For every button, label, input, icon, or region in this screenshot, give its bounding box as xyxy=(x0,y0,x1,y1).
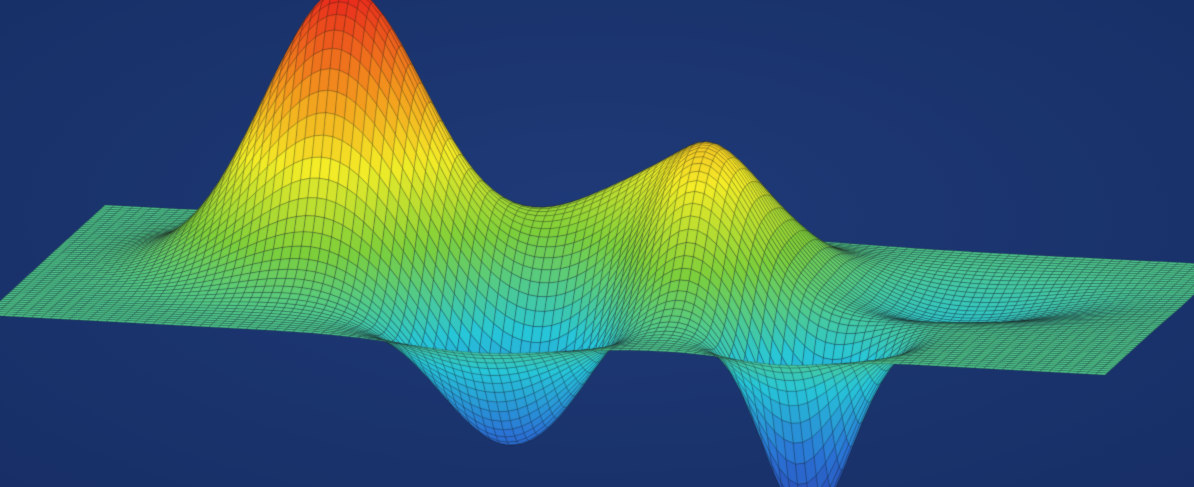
surface-plot-scene xyxy=(0,0,1194,487)
3d-wireframe-surface xyxy=(0,0,1194,487)
